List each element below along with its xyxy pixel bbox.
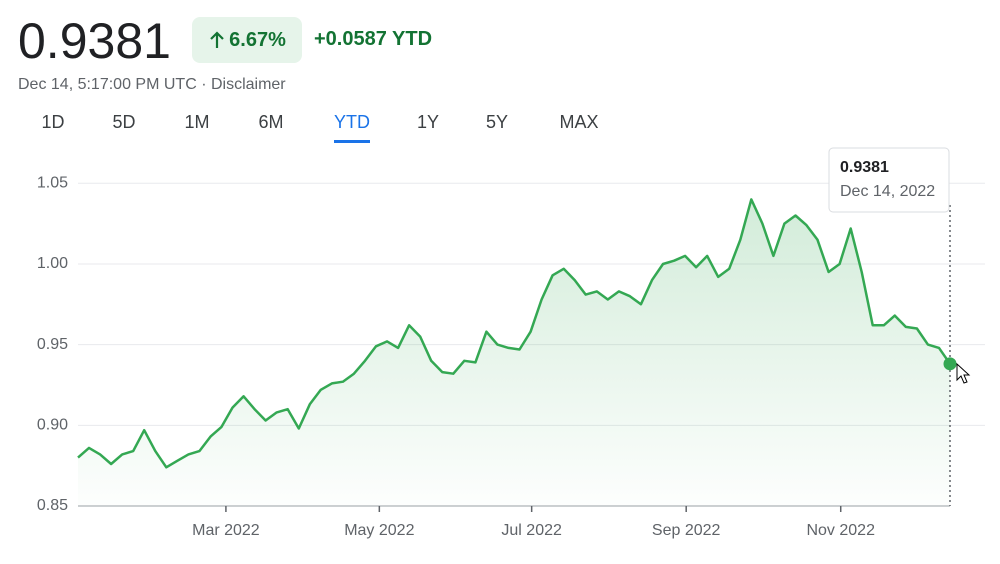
x-tick-label: Mar 2022 (192, 522, 260, 539)
change-badge: 6.67% (192, 17, 302, 63)
range-tab[interactable]: YTD (334, 112, 370, 143)
change-abs: +0.0587 YTD (314, 28, 433, 50)
end-dot (943, 357, 957, 371)
tooltip-value: 0.9381 (840, 159, 889, 176)
range-tab[interactable]: 6M (258, 112, 284, 132)
x-tick-label: Jul 2022 (501, 522, 562, 539)
change-pct: 6.67% (229, 28, 286, 51)
y-tick-label: 1.05 (37, 174, 68, 191)
range-tab[interactable]: MAX (559, 112, 599, 132)
x-tick-label: Sep 2022 (652, 522, 721, 539)
tooltip-box (828, 147, 950, 213)
range-tab[interactable]: 1M (184, 112, 210, 132)
y-tick-label: 0.85 (37, 497, 68, 514)
x-tick-label: May 2022 (344, 522, 414, 539)
y-tick-label: 0.90 (37, 417, 68, 434)
price: 0.9381 (18, 13, 171, 69)
y-tick-label: 0.95 (37, 336, 68, 353)
x-tick-label: Nov 2022 (806, 522, 875, 539)
price-line (77, 198, 952, 469)
timestamp: Dec 14, 5:17:00 PM UTC · Disclaimer (18, 76, 286, 93)
mouse-cursor (956, 362, 971, 384)
range-tab[interactable]: 5Y (485, 112, 509, 132)
range-tab[interactable]: 1D (41, 112, 65, 132)
range-tab[interactable]: 1Y (416, 112, 440, 132)
range-tab[interactable]: 5D (112, 112, 136, 132)
tooltip-date: Dec 14, 2022 (840, 183, 935, 200)
up-arrow (210, 31, 224, 48)
y-tick-label: 1.00 (37, 255, 68, 272)
area (78, 199, 950, 506)
